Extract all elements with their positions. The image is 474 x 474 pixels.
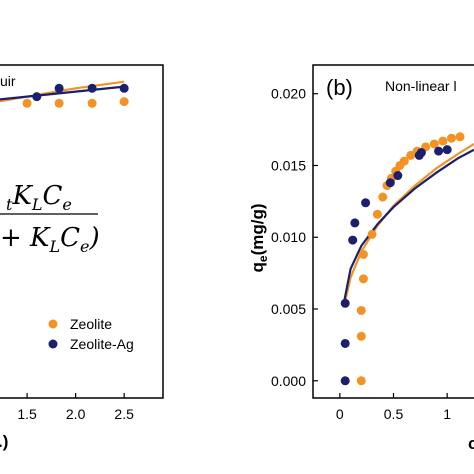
panel-a-formula-e2: e <box>80 237 89 256</box>
panel-b-point-zeolite-ag <box>393 171 403 181</box>
panel-a-x-tick-label: 2.5 <box>114 406 134 422</box>
panel-b-point-zeolite-ag <box>340 376 350 386</box>
legend-zeolite-label: Zeolite <box>70 316 112 332</box>
panel-a-formula-plus: + K <box>0 223 51 253</box>
panel-b-y-axis-unit: (mg/g) <box>248 203 267 255</box>
panel-a-point-zeolite-ag <box>32 92 42 102</box>
legend-zeolite-ag-marker <box>48 339 58 349</box>
panel-a-formula-top: tKLCe <box>6 181 72 214</box>
panel-b-point-zeolite <box>406 150 416 160</box>
panel-b-point-zeolite <box>446 133 456 143</box>
panel-b-y-tick-label: 0.005 <box>271 301 306 317</box>
panel-a-formula-e: e <box>62 195 71 214</box>
panel-b-point-zeolite <box>358 249 368 259</box>
panel-b-point-zeolite <box>378 192 388 202</box>
panel-b-point-zeolite-ag <box>340 338 350 348</box>
panel-b-point-zeolite <box>399 156 409 166</box>
panel-b-frame <box>312 64 474 399</box>
panel-a-formula-L: L <box>31 195 43 214</box>
panel-b-point-zeolite-ag <box>416 148 426 158</box>
panel-a-point-zeolite-ag <box>119 83 129 93</box>
panel-b-point-zeolite-ag <box>361 198 371 208</box>
panel-a-point-zeolite <box>119 97 129 107</box>
panel-b-point-zeolite-ag <box>348 235 358 245</box>
panel-b-point-zeolite <box>356 305 366 315</box>
panel-a-formula-bottom: + KLCe) <box>0 223 100 256</box>
panel-b-point-zeolite <box>356 331 366 341</box>
panel-b-point-zeolite-ag <box>442 145 452 155</box>
panel-b-point-zeolite <box>372 209 382 219</box>
panel-a-formula-C2: C <box>60 223 80 253</box>
panel-b-point-zeolite <box>358 274 368 284</box>
legend-zeolite-marker <box>48 319 58 329</box>
panel-b-title: Non-linear l <box>385 78 457 94</box>
panel-b-point-zeolite-ag <box>340 298 350 308</box>
panel-b-point-zeolite <box>356 376 366 386</box>
panel-a-formula-C: C <box>43 181 63 211</box>
panel-a-point-zeolite-ag <box>54 83 64 93</box>
panel-b-x-tick-label: 0.5 <box>384 406 404 422</box>
panel-b-point-zeolite <box>429 139 439 149</box>
panel-b-y-axis-title-text: qe(mg/g) <box>248 203 270 272</box>
panel-a-frame <box>0 64 164 399</box>
panel-a-x-tick-label: 2.0 <box>66 406 86 422</box>
panel-a-title: uir <box>0 73 16 89</box>
panel-b-point-zeolite <box>367 229 377 239</box>
panel-a-point-zeolite <box>54 98 64 108</box>
panel-b-x-axis-label: c <box>468 434 474 453</box>
panel-a-point-zeolite-ag <box>87 83 97 93</box>
panel-b-y-tick-label: 0.010 <box>271 229 306 245</box>
panel-a-point-zeolite <box>22 98 32 108</box>
panel-b-y-axis-q: q <box>248 262 267 272</box>
panel-b-y-tick-label: 0.020 <box>271 86 306 102</box>
panel-b-point-zeolite-ag <box>350 218 360 228</box>
panel-b-point-zeolite <box>438 136 448 146</box>
panel-b-y-axis-title: qe(mg/g) <box>248 203 270 272</box>
panel-a-formula-t: t <box>6 195 13 214</box>
panel-a-formula-K: K <box>11 181 33 211</box>
panel-b-x-tick-label: 1 <box>443 406 451 422</box>
panel-a-x-tick-label: 1.5 <box>17 406 37 422</box>
panel-a-formula-L2: L <box>48 237 60 256</box>
panel-b-y-axis-sub: e <box>256 255 270 262</box>
panel-b-x-tick-label: 0 <box>336 406 344 422</box>
panel-b-y-tick-label: 0.000 <box>271 373 306 389</box>
panel-a: uir tKLCe + KLCe) Zeolite Zeolite-Ag .) <box>0 64 164 451</box>
panel-b-y-tick-label: 0.015 <box>271 157 306 173</box>
panel-b-point-zeolite-ag <box>385 178 395 188</box>
panel-b: (b) Non-linear l qe(mg/g) c <box>248 64 474 453</box>
panel-a-formula-close: ) <box>88 223 99 253</box>
chart-marks: 1.5 2.0 2.5 0 0.5 1 0.000 0.005 0.010 0.015 0.020 <box>0 80 474 422</box>
legend-zeolite-ag-label: Zeolite-Ag <box>70 336 134 352</box>
panel-b-label: (b) <box>326 75 353 100</box>
panel-b-point-zeolite-ag <box>434 146 444 156</box>
panel-b-fit-line-zeolite-ag <box>343 148 474 303</box>
panel-a-x-axis-label: .) <box>0 432 8 451</box>
panel-b-point-zeolite <box>455 132 465 142</box>
panel-a-point-zeolite <box>87 98 97 108</box>
